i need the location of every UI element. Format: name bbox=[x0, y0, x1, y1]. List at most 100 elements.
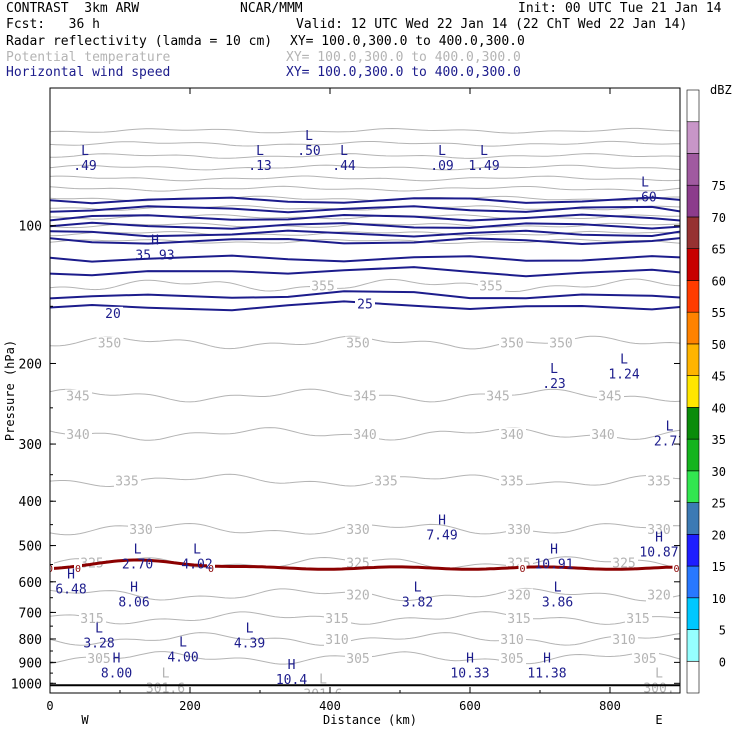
colorbar-swatch bbox=[686, 470, 700, 503]
extremum-value: 3.86 bbox=[542, 595, 573, 610]
extremum-value: 6.48 bbox=[55, 582, 86, 597]
colorbar-swatch bbox=[686, 660, 700, 694]
colorbar-level-label: 5 bbox=[719, 624, 726, 638]
high-marker: H bbox=[113, 651, 121, 666]
wind-contour bbox=[50, 266, 680, 278]
theta-label: 350 bbox=[98, 337, 121, 352]
x-end-label-west: W bbox=[81, 713, 89, 727]
theta-label-bg bbox=[625, 612, 652, 626]
colorbar-level-label: 20 bbox=[712, 528, 726, 542]
reflectivity-label-bg bbox=[74, 562, 82, 575]
extremum-value: 2.70 bbox=[122, 557, 153, 572]
reflectivity-zero-contour bbox=[50, 558, 679, 571]
colorbar-swatch bbox=[686, 534, 700, 567]
theta-label: 320 bbox=[507, 589, 530, 604]
low-marker: L bbox=[620, 352, 628, 367]
x-tick-label: 200 bbox=[179, 699, 201, 713]
theta-label-bg bbox=[79, 612, 106, 626]
colorbar-level-label: 10 bbox=[712, 592, 726, 606]
extremum-value: .13 bbox=[248, 159, 271, 174]
colorbar-level-label: 25 bbox=[712, 497, 726, 511]
colorbar-swatch bbox=[686, 121, 700, 154]
low-marker: L bbox=[414, 580, 422, 595]
y-tick-label: 100 bbox=[19, 220, 42, 235]
theta-label: 335 bbox=[115, 474, 138, 489]
theta-label: 315 bbox=[626, 612, 649, 627]
high-marker: H bbox=[67, 567, 75, 582]
colorbar-swatch bbox=[686, 311, 700, 345]
theta-label-bg bbox=[478, 279, 505, 293]
theta-label-bg bbox=[597, 389, 624, 403]
low-marker: L bbox=[480, 144, 488, 159]
wind-label: 25 bbox=[357, 298, 373, 313]
colorbar-unit: dBZ bbox=[710, 83, 732, 97]
reflectivity-label-bg bbox=[50, 562, 54, 575]
theta-label: 310 bbox=[612, 633, 635, 648]
theta-label: 315 bbox=[80, 612, 103, 627]
y-tick-label: 600 bbox=[19, 576, 42, 591]
extremum-value: 10.87 bbox=[639, 546, 678, 561]
x-end-label-east: E bbox=[655, 713, 662, 727]
high-marker: H bbox=[466, 651, 474, 666]
theta-contour-upper bbox=[50, 153, 680, 159]
theta-label: 335 bbox=[647, 474, 670, 489]
y-tick-label: 800 bbox=[19, 633, 42, 648]
theta-label-bg bbox=[114, 474, 141, 488]
colorbar-level-label: 70 bbox=[712, 211, 726, 225]
y-tick-label: 400 bbox=[19, 495, 42, 510]
theta-label-bg bbox=[352, 389, 379, 403]
theta-label-bg bbox=[632, 651, 659, 665]
reflectivity-label-bg bbox=[518, 562, 527, 575]
theta-contour-upper bbox=[50, 127, 680, 134]
theta-label: 340 bbox=[66, 428, 89, 443]
extremum-value: 11.38 bbox=[527, 666, 566, 681]
extremum-value: .60 bbox=[633, 190, 656, 205]
y-tick-label: 500 bbox=[19, 540, 42, 555]
low-marker: L bbox=[340, 144, 348, 159]
colorbar-swatch bbox=[686, 89, 700, 123]
theta-label-bg bbox=[65, 427, 92, 441]
colorbar-swatch bbox=[686, 502, 700, 535]
theta-label-bg bbox=[345, 522, 372, 536]
x-axis-title: Distance (km) bbox=[323, 713, 417, 727]
wind-contour bbox=[50, 254, 680, 263]
colorbar-swatch bbox=[686, 280, 700, 313]
theta-label: 345 bbox=[66, 390, 89, 405]
theta-contour bbox=[50, 632, 680, 646]
init-time: Init: 00 UTC Tue 21 Jan 14 bbox=[518, 1, 722, 16]
low-marker: L bbox=[256, 144, 264, 159]
wind-contour bbox=[50, 196, 680, 205]
theta-label: 335 bbox=[500, 474, 523, 489]
wind-contour bbox=[50, 213, 680, 222]
theta-label: 305 bbox=[87, 652, 110, 667]
colorbar-level-label: 45 bbox=[712, 370, 726, 384]
theta-label-bg bbox=[345, 588, 372, 602]
colorbar-swatch bbox=[686, 629, 700, 662]
reflectivity-label: 0 bbox=[519, 564, 525, 575]
extremum-value: 1.24 bbox=[608, 367, 639, 382]
colorbar-level-label: 60 bbox=[712, 274, 726, 288]
wind-contour bbox=[50, 290, 680, 300]
theta-label-bg bbox=[324, 612, 351, 626]
theta-label: 355 bbox=[311, 279, 334, 294]
extremum-value: 8.06 bbox=[118, 595, 149, 610]
theta-label: 320 bbox=[647, 589, 670, 604]
theta-label-bg bbox=[506, 522, 533, 536]
theta-label: 340 bbox=[353, 428, 376, 443]
low-marker: L bbox=[666, 419, 674, 434]
low-marker: L bbox=[193, 542, 201, 557]
high-marker: H bbox=[130, 580, 138, 595]
low-marker: L bbox=[246, 622, 254, 637]
org-label: NCAR/MMM bbox=[240, 1, 303, 16]
field-reflectivity-name: Radar reflectivity (lamda = 10 cm) bbox=[6, 34, 273, 49]
reflectivity-label-bg bbox=[207, 562, 215, 575]
extremum-value: 4.39 bbox=[234, 637, 265, 652]
colorbar-swatch bbox=[686, 216, 700, 249]
theta-contour-upper bbox=[50, 175, 680, 182]
y-axis-title: Pressure (hPa) bbox=[3, 340, 17, 441]
low-marker: L bbox=[81, 144, 89, 159]
theta-label-bg bbox=[499, 474, 526, 488]
valid-time: Valid: 12 UTC Wed 22 Jan 14 (22 ChT Wed … bbox=[296, 17, 688, 32]
theta-label-bg bbox=[646, 588, 673, 602]
